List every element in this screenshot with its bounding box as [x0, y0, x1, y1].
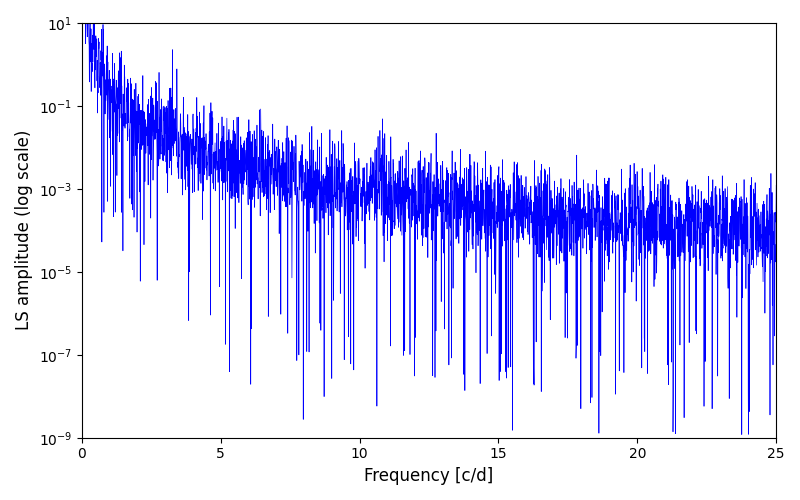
- Y-axis label: LS amplitude (log scale): LS amplitude (log scale): [15, 130, 33, 330]
- X-axis label: Frequency [c/d]: Frequency [c/d]: [364, 467, 494, 485]
